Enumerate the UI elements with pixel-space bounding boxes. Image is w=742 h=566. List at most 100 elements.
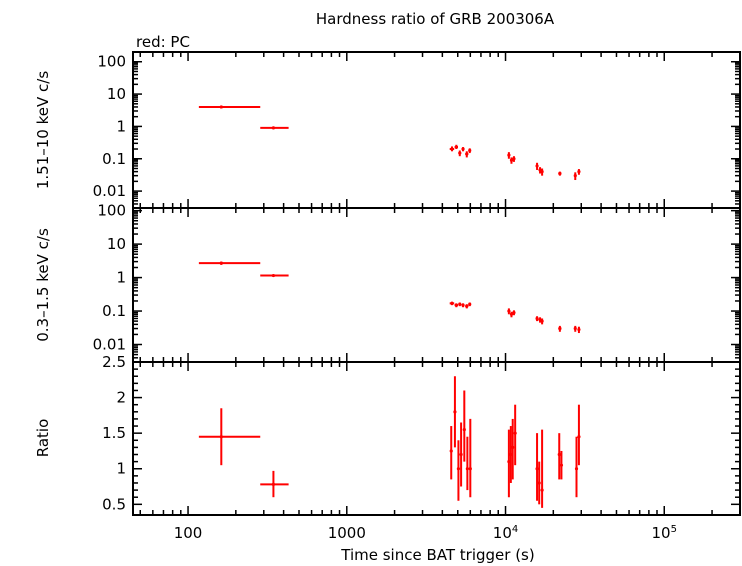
data-marker [577,327,581,332]
chart-subtitle: red: PC [136,33,190,51]
y-tick-label: 0.01 [93,336,126,354]
x-tick-label-exponent: 5 [671,524,677,535]
y-tick-label: 0.5 [102,495,126,513]
data-point [468,302,472,307]
data-point [507,429,511,498]
data-point [540,318,544,325]
y-tick-label: 1 [116,117,126,135]
data-point [509,426,513,483]
data-marker [271,126,276,130]
data-point [513,404,517,466]
data-marker [512,310,516,315]
data-point [573,172,577,181]
data-marker [449,449,453,453]
data-point [458,302,462,307]
data-point [468,418,472,498]
data-point [535,433,539,501]
data-marker [454,145,458,149]
data-point [198,261,261,265]
data-point [535,316,539,322]
x-tick-labels: 100 1000 104 105 [174,524,677,542]
data-point [509,311,514,318]
data-marker [462,428,466,432]
data-point [456,440,461,501]
data-point [535,162,539,170]
data-point [512,310,516,316]
data-point [465,436,469,491]
data-point [557,433,561,480]
panel-3: 2.5 2 1.5 1 0.5 Ratio [34,353,741,516]
y-tick-label: 10 [107,235,126,253]
data-point [462,390,466,462]
data-marker [577,435,581,439]
y-tick-label: 100 [97,53,126,71]
y-tick-label: 0.01 [93,182,126,200]
x-tick-label: 105 [652,524,677,542]
data-marker [535,316,539,321]
data-point [468,148,472,154]
data-marker [574,467,579,471]
data-point [512,156,516,162]
y-tick-label: 0.1 [102,302,126,320]
y-axis-label: 1.51–10 keV c/s [34,71,52,189]
data-marker [559,463,564,467]
data-marker [465,152,469,156]
data-marker [558,171,562,176]
data-marker [450,147,454,151]
x-tick-label-base: 10 [493,524,512,542]
data-point [574,436,579,498]
y-tick-label: 0.1 [102,150,126,168]
data-marker [271,482,276,486]
data-point [559,450,564,480]
chart-title: Hardness ratio of GRB 200306A [316,10,555,28]
data-point [509,157,514,164]
y-tick-label: 2 [116,389,126,407]
data-marker [468,302,472,306]
data-marker [540,488,544,492]
data-marker [271,273,276,278]
data-marker [465,467,469,471]
y-tick-label: 1 [116,460,126,478]
data-marker [219,435,223,439]
data-marker [507,153,511,157]
data-point [461,147,465,152]
data-marker [540,170,544,174]
data-point [507,152,511,159]
data-marker [468,467,472,471]
data-marker [458,151,462,155]
data-marker [507,309,511,313]
y-tick-label: 1.5 [102,424,126,442]
data-marker [465,304,469,308]
data-point [459,422,463,487]
x-tick-label: 100 [174,524,203,542]
x-tick-label: 104 [493,524,518,542]
data-marker [509,452,513,457]
data-marker [453,410,457,414]
data-point [540,429,544,508]
data-marker [577,170,581,174]
data-marker [507,460,511,464]
data-marker [537,481,541,485]
data-point [458,150,462,157]
data-marker [509,312,514,316]
data-marker [450,301,454,305]
data-marker [456,467,461,471]
data-point [465,304,469,309]
y-tick-label: 100 [97,202,126,220]
data-marker [558,326,562,331]
data-marker [540,319,544,323]
data-point [511,418,515,480]
data-marker [513,431,517,435]
data-point [449,426,453,480]
x-axis-label: Time since BAT trigger (s) [340,546,534,564]
data-point [461,303,465,308]
data-point [573,325,577,332]
data-point [260,470,289,498]
y-axis-label: 0.3–1.5 keV c/s [34,228,52,342]
data-point [260,273,289,278]
panel-2: 100 10 1 0.1 0.01 0.3–1.5 keV c/s [34,202,741,363]
x-tick-label-exponent: 4 [512,524,518,535]
data-point [465,151,469,158]
data-point [540,168,544,176]
